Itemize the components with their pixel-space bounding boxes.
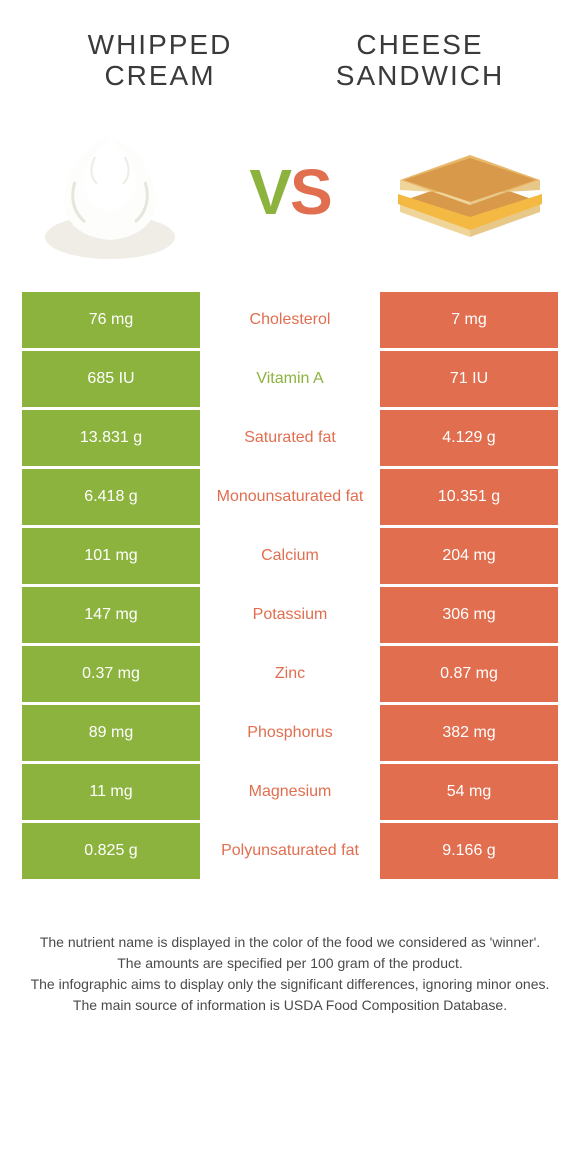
nutrient-label: Zinc: [200, 646, 380, 702]
nutrient-label: Vitamin A: [200, 351, 380, 407]
table-row: 0.37 mgZinc0.87 mg: [22, 646, 558, 702]
table-row: 147 mgPotassium306 mg: [22, 587, 558, 643]
table-row: 101 mgCalcium204 mg: [22, 528, 558, 584]
vs-v-letter: V: [249, 156, 290, 228]
table-row: 76 mgCholesterol7 mg: [22, 292, 558, 348]
table-row: 685 IUVitamin A71 IU: [22, 351, 558, 407]
nutrient-label: Phosphorus: [200, 705, 380, 761]
cheese-sandwich-image: [390, 117, 550, 267]
left-value: 101 mg: [22, 528, 200, 584]
left-value: 6.418 g: [22, 469, 200, 525]
footer-line: The nutrient name is displayed in the co…: [30, 932, 550, 953]
left-value: 685 IU: [22, 351, 200, 407]
left-value: 0.37 mg: [22, 646, 200, 702]
header: WHIPPEDCREAM CHEESESANDWICH: [0, 0, 580, 102]
left-value: 0.825 g: [22, 823, 200, 879]
right-value: 0.87 mg: [380, 646, 558, 702]
table-row: 13.831 gSaturated fat4.129 g: [22, 410, 558, 466]
right-value: 10.351 g: [380, 469, 558, 525]
footer-line: The main source of information is USDA F…: [30, 995, 550, 1016]
vs-s-letter: S: [290, 156, 331, 228]
left-value: 76 mg: [22, 292, 200, 348]
left-value: 13.831 g: [22, 410, 200, 466]
footer-notes: The nutrient name is displayed in the co…: [0, 882, 580, 1016]
nutrient-label: Potassium: [200, 587, 380, 643]
table-row: 89 mgPhosphorus382 mg: [22, 705, 558, 761]
food-left-title: WHIPPEDCREAM: [40, 30, 280, 92]
right-value: 4.129 g: [380, 410, 558, 466]
nutrient-label: Calcium: [200, 528, 380, 584]
right-value: 54 mg: [380, 764, 558, 820]
nutrient-label: Cholesterol: [200, 292, 380, 348]
right-value: 71 IU: [380, 351, 558, 407]
table-row: 0.825 gPolyunsaturated fat9.166 g: [22, 823, 558, 879]
vs-label: VS: [249, 155, 330, 229]
whipped-cream-image: [30, 117, 190, 267]
nutrient-table: 76 mgCholesterol7 mg685 IUVitamin A71 IU…: [0, 292, 580, 879]
footer-line: The infographic aims to display only the…: [30, 974, 550, 995]
right-value: 7 mg: [380, 292, 558, 348]
nutrient-label: Saturated fat: [200, 410, 380, 466]
left-value: 89 mg: [22, 705, 200, 761]
food-right-title: CHEESESANDWICH: [300, 30, 540, 92]
table-row: 11 mgMagnesium54 mg: [22, 764, 558, 820]
left-value: 11 mg: [22, 764, 200, 820]
footer-line: The amounts are specified per 100 gram o…: [30, 953, 550, 974]
table-row: 6.418 gMonounsaturated fat10.351 g: [22, 469, 558, 525]
left-value: 147 mg: [22, 587, 200, 643]
right-value: 9.166 g: [380, 823, 558, 879]
nutrient-label: Monounsaturated fat: [200, 469, 380, 525]
nutrient-label: Polyunsaturated fat: [200, 823, 380, 879]
nutrient-label: Magnesium: [200, 764, 380, 820]
right-value: 382 mg: [380, 705, 558, 761]
vs-row: VS: [0, 102, 580, 292]
right-value: 306 mg: [380, 587, 558, 643]
right-value: 204 mg: [380, 528, 558, 584]
